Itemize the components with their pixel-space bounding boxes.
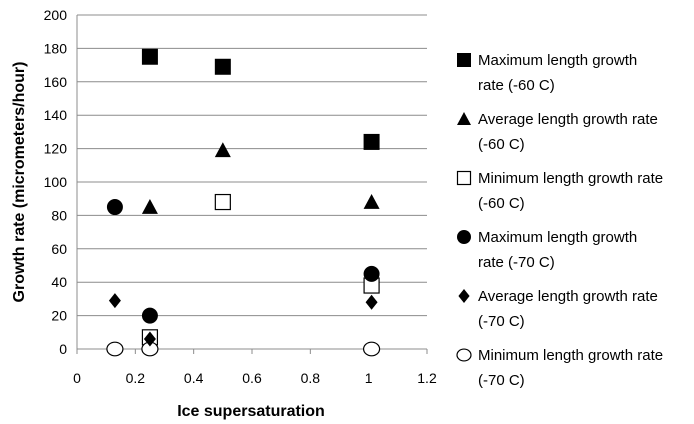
- data-point: [141, 48, 158, 65]
- legend-marker-shape: [456, 170, 472, 186]
- data-point: [362, 341, 381, 357]
- y-axis-title: Growth rate (micrometers/hour): [11, 62, 28, 303]
- x-axis-title: Ice supersaturation: [177, 403, 325, 420]
- x-tick-label: 0.8: [301, 370, 321, 386]
- data-point: [214, 142, 231, 158]
- y-tick-label: 60: [51, 241, 67, 257]
- data-point: [143, 331, 156, 347]
- data-point: [214, 193, 231, 211]
- legend-marker: [456, 170, 472, 186]
- legend-label: Minimum length growth rate (-60 C): [478, 170, 664, 212]
- legend-item: Minimum length growth rate (-60 C): [456, 166, 692, 225]
- y-tick-label: 80: [51, 207, 67, 223]
- legend-label: Minimum length growth rate (-70 C): [478, 347, 664, 389]
- data-points: [106, 48, 381, 357]
- y-tick-label: 20: [51, 308, 67, 324]
- legend-item: Maximum length growth rate (-70 C): [456, 225, 692, 284]
- legend-marker-shape: [456, 348, 472, 362]
- y-tick-label: 160: [44, 74, 68, 90]
- y-tick-label: 120: [44, 141, 68, 157]
- data-point: [214, 58, 231, 75]
- x-tick-label: 0: [73, 370, 81, 386]
- legend-marker: [457, 53, 471, 67]
- data-point: [106, 341, 124, 357]
- data-point: [365, 294, 378, 310]
- x-tick-label: 0.4: [184, 370, 204, 386]
- legend-item: Average length growth rate (-60 C): [456, 107, 692, 166]
- legend-marker: [456, 348, 472, 362]
- grid-lines: [77, 14, 427, 317]
- data-point: [141, 199, 158, 214]
- legend-item: Minimum length growth rate (-70 C): [456, 343, 692, 402]
- data-point: [141, 307, 158, 324]
- legend: Maximum length growth rate (-60 C) Averag…: [456, 48, 692, 402]
- legend-label: Average length growth rate (-70 C): [478, 288, 658, 330]
- x-tick-label: 1: [365, 370, 373, 386]
- y-tick-label: 40: [51, 274, 67, 290]
- x-tick-label: 0.2: [126, 370, 146, 386]
- legend-marker-shape: [457, 230, 471, 244]
- y-tick-label: 0: [59, 341, 67, 357]
- legend-marker-shape: [458, 289, 470, 303]
- y-tick-label: 180: [44, 40, 68, 56]
- legend-marker: [458, 289, 470, 303]
- x-tick-label: 0.6: [242, 370, 262, 386]
- y-tick-label: 140: [44, 107, 68, 123]
- legend-marker: [457, 112, 471, 125]
- data-point: [363, 133, 380, 150]
- legend-item: Maximum length growth rate (-60 C): [456, 48, 692, 107]
- legend-label: Average length growth rate (-60 C): [478, 111, 658, 153]
- data-point: [108, 293, 121, 309]
- legend-marker: [457, 230, 471, 244]
- x-tick-label: 1.2: [417, 370, 437, 386]
- legend-label: Maximum length growth rate (-70 C): [478, 229, 638, 271]
- data-point: [106, 199, 123, 216]
- data-point: [363, 194, 380, 209]
- tick-labels: 0 20 40 60 80 100 120 140 160 180 200 0 0.2 0.4 0.6 0.8…: [44, 7, 437, 386]
- data-point: [363, 265, 380, 282]
- y-tick-label: 200: [44, 7, 68, 23]
- legend-item: Average length growth rate (-70 C): [456, 284, 692, 343]
- legend-label: Maximum length growth rate (-60 C): [478, 52, 638, 94]
- legend-marker-shape: [457, 53, 471, 67]
- y-tick-label: 100: [44, 174, 68, 190]
- legend-marker-shape: [457, 112, 471, 125]
